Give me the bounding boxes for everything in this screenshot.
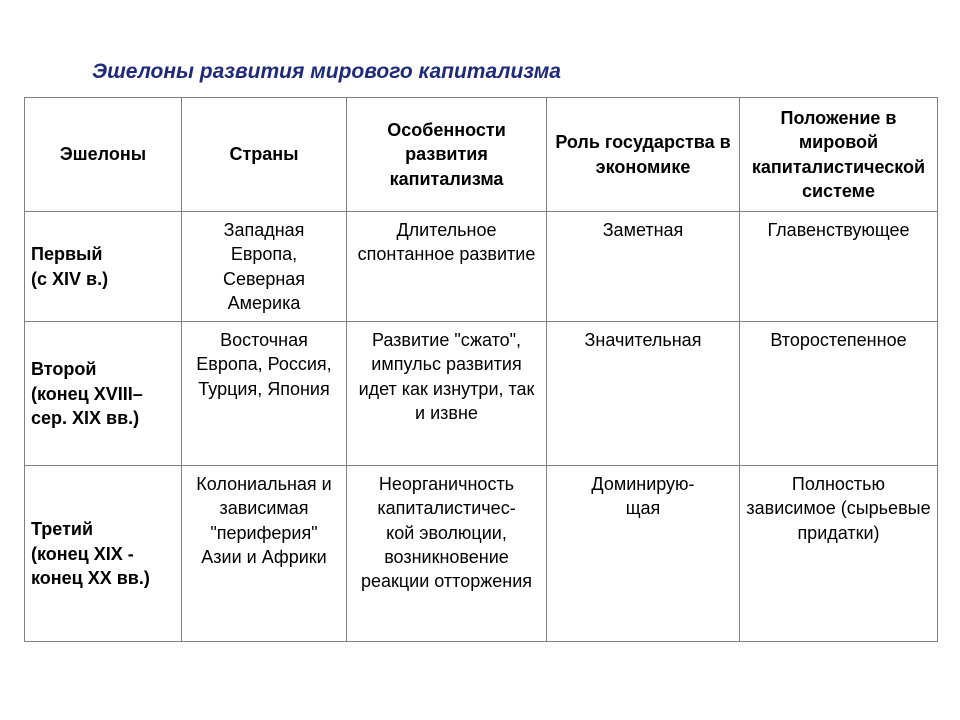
col-header-3: Роль государства в экономике <box>547 98 740 212</box>
cell-1-1: Развитие "сжато", импульс развития идет … <box>347 322 547 466</box>
cell-0-3: Главенствующее <box>740 212 938 322</box>
table-wrap: ЭшелоныСтраныОсобенности развития капита… <box>24 97 938 642</box>
table-row: Первый(с XIV в.)Западная Европа, Северна… <box>25 212 938 322</box>
row-label-1: Второй(конец XVIII– сер. XIX вв.) <box>25 322 182 466</box>
page-title: Эшелоны развития мирового капитализма <box>92 60 561 84</box>
col-header-4: Положение в мировой капиталистическо­й с… <box>740 98 938 212</box>
cell-1-2: Значительная <box>547 322 740 466</box>
cell-1-3: Второстепенное <box>740 322 938 466</box>
col-header-2: Особенности развития капитализма <box>347 98 547 212</box>
col-header-0: Эшелоны <box>25 98 182 212</box>
cell-0-0: Западная Европа, Северная Америка <box>182 212 347 322</box>
row-label-0: Первый(с XIV в.) <box>25 212 182 322</box>
col-header-1: Страны <box>182 98 347 212</box>
cell-1-0: Восточная Европа, Россия, Турция, Япония <box>182 322 347 466</box>
row-label-2: Третий(конец XIX - конец XX вв.) <box>25 466 182 642</box>
echelons-table: ЭшелоныСтраныОсобенности развития капита… <box>24 97 938 642</box>
cell-2-0: Колониальная и зависимая "периферия" Ази… <box>182 466 347 642</box>
cell-2-3: Полностью зависимое (сырьевые придатки) <box>740 466 938 642</box>
cell-0-1: Длительное спонтанное развитие <box>347 212 547 322</box>
cell-0-2: Заметная <box>547 212 740 322</box>
cell-2-2: Доминирую-щая <box>547 466 740 642</box>
table-row: Второй(конец XVIII– сер. XIX вв.)Восточн… <box>25 322 938 466</box>
cell-2-1: Неорганичность капиталистичес-кой эволюц… <box>347 466 547 642</box>
page-root: Эшелоны развития мирового капитализма Эш… <box>0 0 960 720</box>
table-row: Третий(конец XIX - конец XX вв.)Колониал… <box>25 466 938 642</box>
